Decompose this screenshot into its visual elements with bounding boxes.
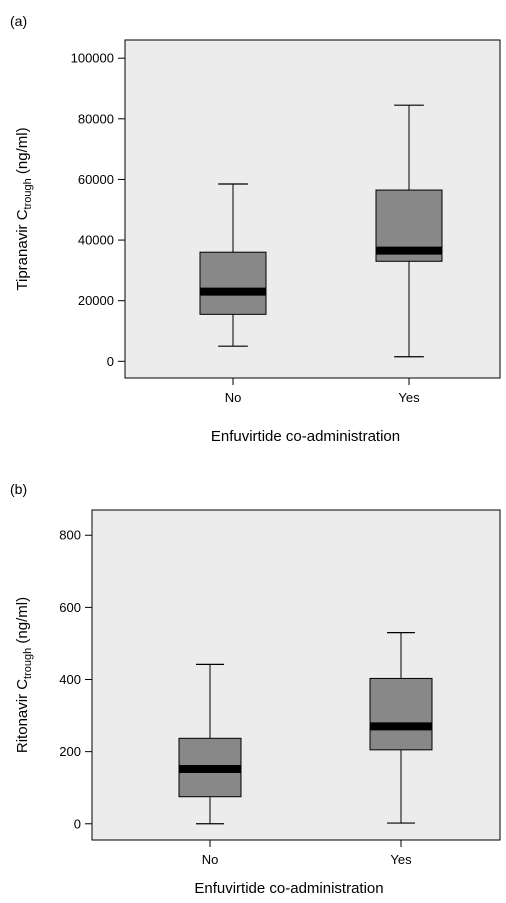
x-axis-label-a: Enfuvirtide co-administration: [211, 428, 400, 445]
box-yes: [375, 104, 443, 358]
panel-b: (b) 0 200 400 600 800 No Yes Enfuvirtide co-ad…: [10, 481, 501, 897]
x-axis-label-b: Enfuvirtide co-administration: [194, 880, 383, 897]
panel-label-b: (b): [10, 481, 27, 497]
y-tick-label: 80000: [78, 111, 114, 126]
y-tick-label: 60000: [78, 172, 114, 187]
box-no: [199, 183, 267, 347]
plot-area-b: [91, 509, 501, 841]
x-tick-label: Yes: [398, 390, 420, 405]
box-no: [178, 663, 242, 825]
y-tick-label: 600: [59, 600, 81, 615]
y-tick-label: 400: [59, 672, 81, 687]
panel-a: (a) 0 20000 40000 60000 80000 100000 No Yes Enf…: [10, 13, 501, 445]
plot-area-a: [124, 39, 501, 379]
y-tick-label: 0: [74, 816, 81, 831]
y-tick-label: 800: [59, 528, 81, 543]
box-iqr: [369, 677, 433, 751]
x-tick-label: No: [202, 852, 219, 867]
panel-label-a: (a): [10, 13, 27, 29]
y-axis-label-a: Tipranavir Ctrough (ng/ml): [14, 127, 34, 290]
y-tick-label: 0: [107, 354, 114, 369]
x-tick-label: Yes: [390, 852, 412, 867]
y-tick-label: 40000: [78, 233, 114, 248]
x-tick-label: No: [225, 390, 242, 405]
box-yes: [369, 632, 433, 824]
box-iqr: [199, 251, 267, 315]
y-tick-label: 20000: [78, 293, 114, 308]
y-axis-label-b: Ritonavir Ctrough (ng/ml): [14, 597, 34, 753]
y-tick-label: 100000: [71, 51, 114, 66]
y-tick-label: 200: [59, 744, 81, 759]
